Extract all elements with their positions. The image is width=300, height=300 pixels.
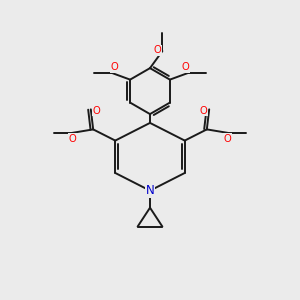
Text: O: O xyxy=(111,62,119,72)
Text: O: O xyxy=(224,134,231,144)
Text: O: O xyxy=(181,62,189,72)
Text: O: O xyxy=(153,45,161,55)
Text: O: O xyxy=(200,106,207,116)
Text: N: N xyxy=(146,184,154,197)
Text: O: O xyxy=(69,134,76,144)
Text: O: O xyxy=(93,106,101,116)
